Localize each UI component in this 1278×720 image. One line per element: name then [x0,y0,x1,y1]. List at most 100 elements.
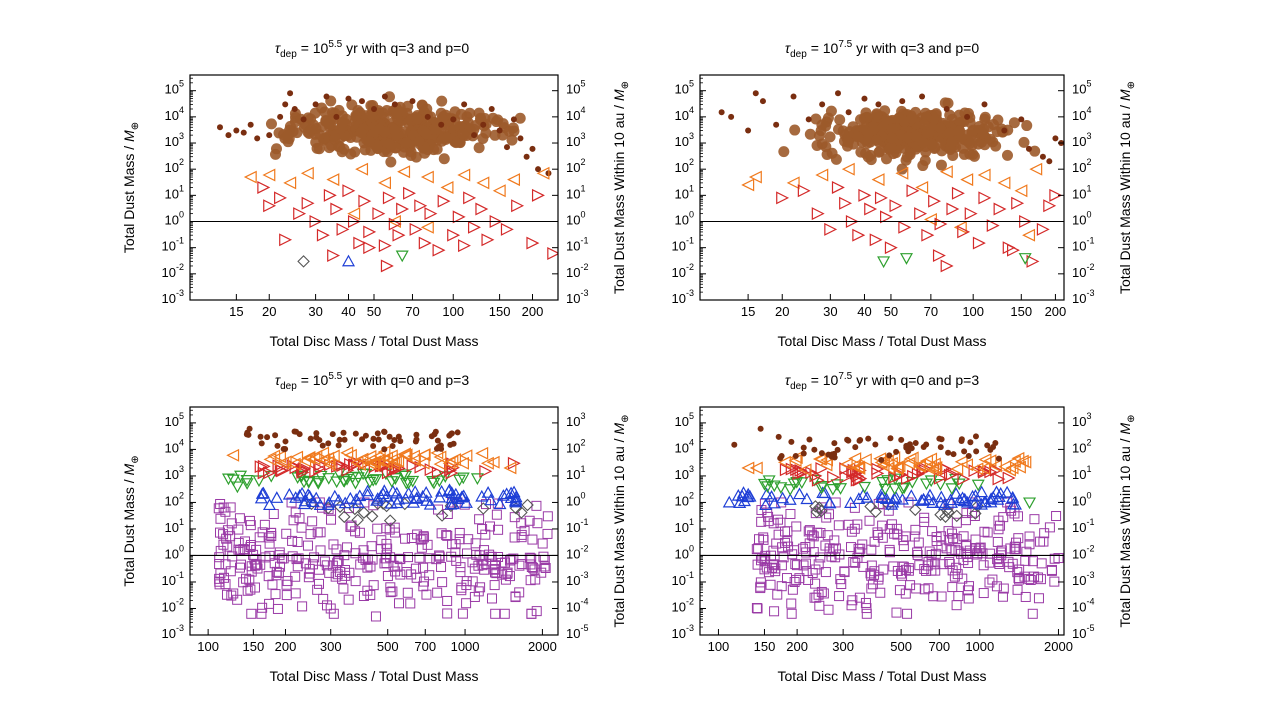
purple-square-point [362,585,373,596]
orange-left-triangle-point [407,449,420,463]
red-right-triangle-point [406,459,420,473]
brown-dot-point [254,135,261,142]
y2-tick-label: 10-1 [1072,236,1094,254]
red-right-triangle-point [424,463,438,477]
brown-cloud-point [412,113,424,125]
green-down-triangle-point [878,483,892,496]
red-right-triangle-point [274,191,287,205]
purple-square-point [227,551,238,562]
brown-dot-point [312,101,319,108]
orange-left-triangle-point [960,173,974,187]
gray-diamond-point [809,500,822,513]
purple-square-point [898,541,909,552]
blue-up-triangle-point [760,487,774,500]
purple-square-point [467,576,478,587]
purple-square-point [256,608,267,619]
purple-square-point [489,580,500,591]
purple-square-point [1049,553,1060,564]
blue-up-triangle-point [270,491,284,503]
purple-square-point [471,549,482,560]
red-right-triangle-point [811,207,825,221]
blue-up-triangle-point [844,496,858,508]
y2-tick-label: 103 [1072,131,1091,149]
brown-cloud-point [855,146,867,158]
orange-left-triangle-point [777,455,791,469]
brown-dot-point [759,98,766,105]
brown-dot-point [792,453,799,460]
brown-dot-point [454,429,461,436]
purple-square-point [982,527,993,538]
brown-dot-point [805,116,812,123]
orange-left-triangle-point [457,168,471,182]
purple-square-point [944,556,955,567]
purple-square-point [344,567,355,578]
brown-dot-point [535,166,542,173]
purple-square-point [290,571,301,582]
purple-square-point [525,575,536,586]
red-right-triangle-point [363,225,377,239]
brown-dot-point [409,98,416,105]
purple-square-point [294,513,305,524]
purple-square-point [866,583,877,594]
red-right-triangle-point [444,463,458,477]
brown-dot-point [258,440,265,447]
purple-square-point [225,566,236,577]
red-right-triangle-point [263,466,276,480]
purple-square-point [220,506,231,517]
red-right-triangle-point [986,219,1000,233]
purple-square-point [528,562,539,573]
blue-up-triangle-point [765,490,779,502]
gray-diamond-point [357,506,371,519]
brown-cloud-point [1029,145,1041,157]
green-down-triangle-point [762,475,776,488]
orange-left-triangle-point [287,457,301,471]
brown-dot-point [865,435,872,442]
purple-square-point [497,569,508,580]
brown-cloud-point [854,114,866,126]
gray-diamond-point [337,510,351,524]
purple-square-point [901,531,912,542]
blue-up-triangle-point [923,488,937,501]
brown-dot-point [984,442,991,449]
brown-cloud-point [900,154,912,166]
purple-square-point [418,576,429,587]
y2-tick-label: 101 [1072,464,1091,482]
orange-left-triangle-point [915,181,929,194]
purple-square-point [1044,522,1055,533]
blue-up-triangle-point [293,488,307,501]
purple-square-point [406,569,417,580]
x-axis-label: Total Disc Mass / Total Dust Mass [777,668,986,684]
purple-square-point [958,531,969,542]
brown-dot-point [718,109,725,116]
brown-dot-point [370,442,377,449]
y2-tick-label: 100 [566,491,585,509]
brown-dot-point [800,450,807,457]
brown-dot-point [1052,135,1059,142]
purple-square-point [292,561,303,572]
orange-left-triangle-point [459,449,473,463]
orange-left-triangle-point [1007,455,1021,468]
x-tick-label: 1000 [451,639,480,654]
purple-square-point [461,598,472,609]
red-right-triangle-point [511,199,525,213]
red-right-triangle-point [353,236,367,250]
orange-left-triangle-point [977,462,991,476]
brown-dot-point [517,135,524,142]
purple-square-point [324,567,335,578]
brown-dot-point [964,113,971,120]
purple-square-point [381,538,392,549]
orange-left-triangle-point [748,170,762,184]
green-down-triangle-point [221,473,235,486]
y-tick-label: 10-1 [672,236,694,254]
brown-dot-point [428,433,435,440]
orange-left-triangle-point [397,165,411,179]
purple-square-point [813,559,824,570]
brown-dot-point [381,429,388,436]
x-axis-label: Total Disc Mass / Total Dust Mass [269,668,478,684]
purple-square-point [385,587,396,598]
purple-square-point [877,532,888,543]
brown-dot-point [319,442,326,449]
brown-dot-point [266,132,273,139]
purple-square-point [220,559,231,570]
red-right-triangle-point [928,194,942,208]
